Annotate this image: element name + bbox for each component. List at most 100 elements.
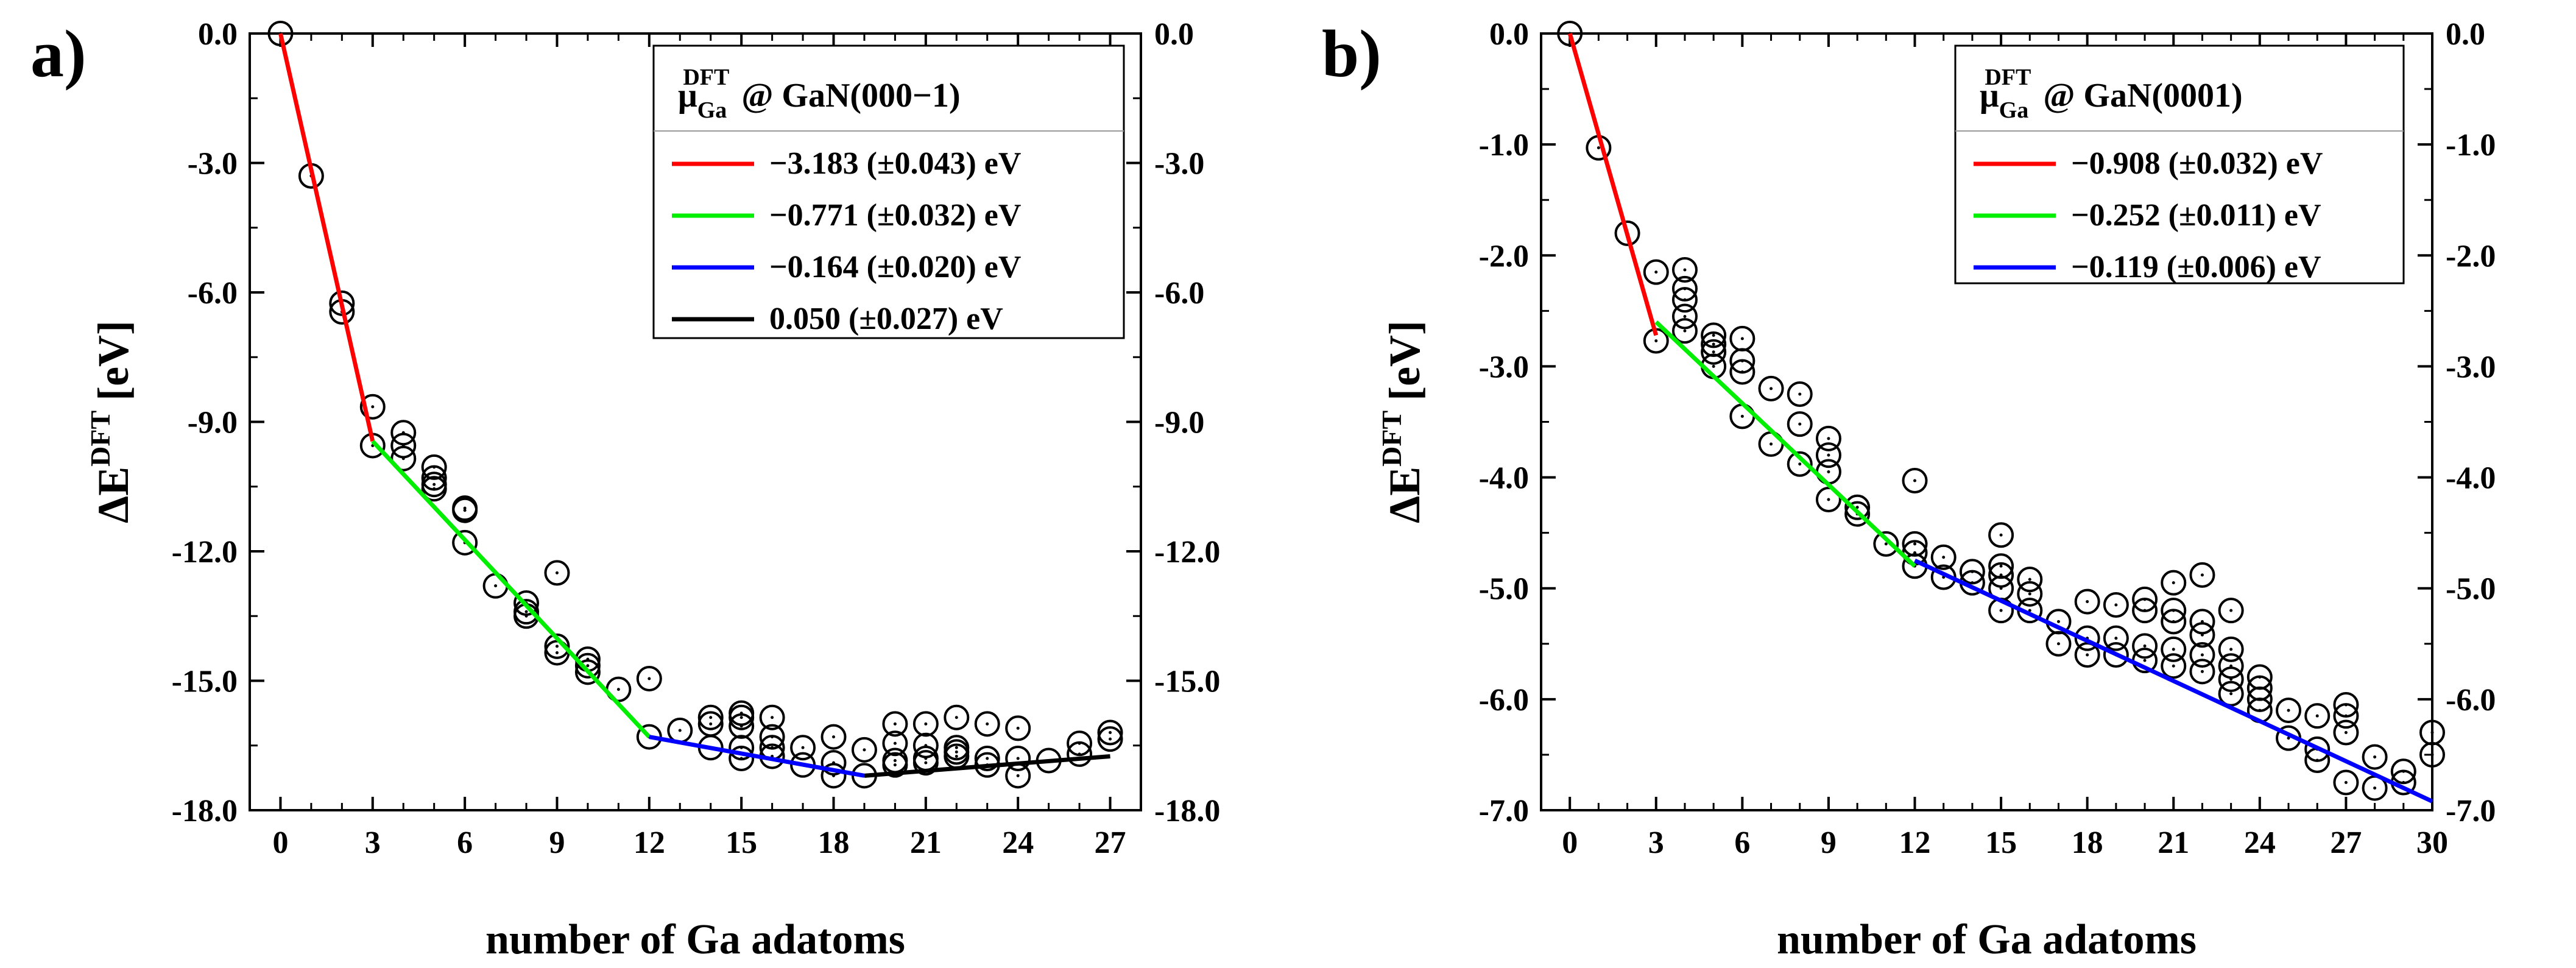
data-point-center xyxy=(2172,664,2175,668)
data-point-center xyxy=(401,457,405,461)
data-point-center xyxy=(1827,437,1830,440)
fit-line xyxy=(1567,33,1659,336)
data-point xyxy=(882,730,908,757)
legend-entry-label: −0.119 (±0.006) eV xyxy=(2071,250,2321,284)
data-point xyxy=(1729,359,1756,385)
data-point-center xyxy=(432,482,436,486)
data-point xyxy=(1988,522,2014,548)
data-point-center xyxy=(801,746,805,749)
data-point-center xyxy=(678,729,682,732)
legend-header-sup: DFT xyxy=(683,65,729,90)
data-point xyxy=(729,746,755,771)
data-point-center xyxy=(2344,714,2348,718)
data-point-center xyxy=(863,748,866,752)
legend-box xyxy=(652,44,1125,339)
y-tick-label-right: 0.0 xyxy=(1154,17,1194,52)
data-point-center xyxy=(739,716,743,719)
y-tick-label-left: -4.0 xyxy=(1479,461,1529,496)
data-point-center xyxy=(986,722,989,726)
x-tick-label: 12 xyxy=(1899,825,1931,860)
data-point xyxy=(759,704,785,730)
data-point-center xyxy=(2172,620,2175,623)
y-tick-label-left: -5.0 xyxy=(1479,572,1529,607)
y-axis-label-main: ΔE xyxy=(89,467,138,523)
legend-header-sup: DFT xyxy=(1985,65,2031,90)
data-point-center xyxy=(1827,498,1830,501)
data-point-center xyxy=(2143,609,2147,612)
data-point xyxy=(1815,487,1841,512)
y-tick-label-left: -3.0 xyxy=(188,147,238,182)
data-point-center xyxy=(2200,653,2204,657)
data-point xyxy=(882,752,908,778)
data-point-center xyxy=(1683,329,1687,333)
y-axis-label-sup: DFT xyxy=(1376,411,1407,467)
data-point xyxy=(944,704,970,730)
y-tick-label-right: -15.0 xyxy=(1154,665,1220,699)
y-axis-label-unit: [eV] xyxy=(89,320,138,401)
data-point xyxy=(2333,769,2359,796)
data-point-center xyxy=(1654,270,1658,274)
data-point-center xyxy=(1999,587,2003,590)
y-tick-label-right: -2.0 xyxy=(2446,239,2496,274)
data-point-center xyxy=(432,487,436,490)
data-point-center xyxy=(2143,659,2147,662)
data-point xyxy=(2189,609,2215,635)
data-point-center xyxy=(2402,780,2405,784)
data-point-center xyxy=(1712,350,1715,354)
data-point xyxy=(1005,746,1031,771)
data-point xyxy=(2276,698,2302,724)
data-point xyxy=(790,735,816,761)
data-point xyxy=(1930,544,1957,570)
y-axis-label: ΔEDFT [eV] xyxy=(85,320,138,523)
data-point-center xyxy=(2430,731,2434,734)
y-tick-label-left: -15.0 xyxy=(172,665,238,699)
y-tick-label-left: -6.0 xyxy=(1479,683,1529,718)
data-point-center xyxy=(893,759,897,763)
y-tick-label-left: -7.0 xyxy=(1479,794,1529,828)
data-point-center xyxy=(1999,564,2003,568)
y-axis-label: ΔEDFT [eV] xyxy=(1376,320,1429,523)
data-point xyxy=(2189,562,2215,588)
data-point-center xyxy=(1999,533,2003,537)
legend-header-sub: Ga xyxy=(1999,97,2029,123)
y-tick-label-right: -3.0 xyxy=(2446,350,2496,384)
data-point-center xyxy=(2086,600,2089,604)
data-point xyxy=(2161,636,2187,662)
data-point xyxy=(2218,636,2244,662)
data-point-center xyxy=(2200,573,2204,577)
data-point xyxy=(359,394,386,420)
y-tick-label-right: -5.0 xyxy=(2446,572,2496,607)
y-tick-label-left: 0.0 xyxy=(1489,17,1529,52)
data-point xyxy=(2103,625,2129,651)
data-point-center xyxy=(2200,669,2204,673)
data-point xyxy=(1067,741,1093,767)
y-axis-label-main: ΔE xyxy=(1380,467,1429,523)
data-point xyxy=(452,497,478,523)
data-point-center xyxy=(2287,737,2290,740)
data-point-center xyxy=(1855,506,1859,509)
y-tick-label-right: -18.0 xyxy=(1154,794,1220,828)
data-point xyxy=(2218,680,2244,707)
data-point-center xyxy=(709,716,713,719)
data-point-center xyxy=(1999,609,2003,612)
y-axis-label-unit: [eV] xyxy=(1380,320,1429,401)
data-point-center xyxy=(2373,786,2377,790)
y-tick-label-right: -6.0 xyxy=(2446,683,2496,718)
data-point-center xyxy=(1016,774,1020,777)
y-tick-label-right: 0.0 xyxy=(2446,17,2485,52)
data-point-center xyxy=(893,763,897,767)
legend-header-text: @ GaN(0001) xyxy=(2043,77,2242,115)
data-point-center xyxy=(2028,592,2031,596)
data-point-center xyxy=(1913,479,1917,482)
data-point xyxy=(2304,703,2331,729)
data-point xyxy=(2362,744,2388,770)
panel-a: 0 3 6 9 12 15 18 21 24 27 0.0 0.0 -3.0 -3.0 -6.0 -6.0 -9… xyxy=(30,16,1220,963)
legend-entry-label: 0.050 (±0.027) eV xyxy=(769,302,1003,336)
data-point-center xyxy=(1109,737,1112,741)
data-point xyxy=(2218,598,2244,624)
data-point-center xyxy=(2229,677,2233,681)
data-point-center xyxy=(648,677,651,680)
data-point xyxy=(2074,642,2100,668)
x-tick-label: 9 xyxy=(549,825,565,860)
data-point-center xyxy=(2114,637,2118,640)
